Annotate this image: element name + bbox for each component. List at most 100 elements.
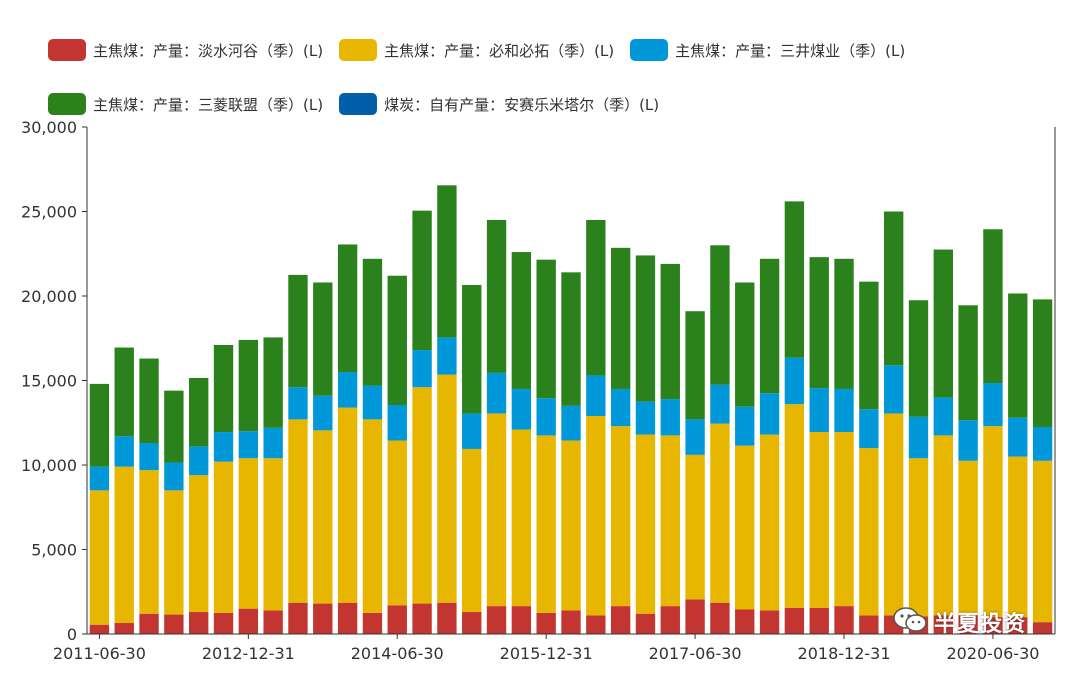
bar-segment-s0-2020-09-30[interactable] <box>1008 617 1028 634</box>
bar-segment-s1-2016-03-31[interactable] <box>561 440 581 611</box>
bar-segment-s1-2016-09-30[interactable] <box>610 426 631 607</box>
bar-segment-s1-2015-06-30[interactable] <box>486 413 507 607</box>
bar-segment-s3-2015-09-30[interactable] <box>511 252 532 389</box>
bar-segment-s0-2012-03-31[interactable] <box>164 614 184 634</box>
bar-segment-s1-2019-12-31[interactable] <box>933 435 953 616</box>
bar-segment-s1-2020-09-30[interactable] <box>1008 456 1028 618</box>
bar-segment-s3-2013-06-30[interactable] <box>288 274 308 388</box>
bar-segment-s0-2013-09-30[interactable] <box>313 603 333 634</box>
bar-segment-s0-2018-12-31[interactable] <box>834 606 854 634</box>
bar-segment-s2-2017-09-30[interactable] <box>710 384 730 424</box>
bar-segment-s0-2016-09-30[interactable] <box>610 606 631 634</box>
bar-segment-s3-2013-12-31[interactable] <box>337 244 358 373</box>
bar-segment-s2-2017-03-31[interactable] <box>660 399 680 436</box>
bar-segment-s1-2014-06-30[interactable] <box>387 440 407 606</box>
bar-segment-s2-2015-03-31[interactable] <box>462 413 482 449</box>
bar-segment-s0-2020-12-31[interactable] <box>1032 622 1053 634</box>
bar-segment-s2-2015-09-30[interactable] <box>511 388 532 430</box>
bar-segment-s2-2020-12-31[interactable] <box>1032 426 1053 461</box>
bar-segment-s0-2016-06-30[interactable] <box>586 615 606 634</box>
bar-segment-s2-2020-06-30[interactable] <box>983 383 1003 427</box>
bar-segment-s0-2015-12-31[interactable] <box>536 612 556 635</box>
bar-segment-s3-2018-12-31[interactable] <box>834 258 854 389</box>
bar-segment-s1-2013-12-31[interactable] <box>337 407 358 603</box>
bar-segment-s2-2017-06-30[interactable] <box>685 419 705 455</box>
bar-segment-s2-2019-03-31[interactable] <box>859 409 879 449</box>
bar-segment-s3-2020-06-30[interactable] <box>983 229 1003 384</box>
legend-item-bma[interactable]: 主焦煤：产量：三菱联盟（季）(L) <box>48 93 323 115</box>
bar-segment-s2-2014-09-30[interactable] <box>412 350 432 388</box>
bar-segment-s2-2018-09-30[interactable] <box>809 388 829 433</box>
bar-segment-s0-2013-06-30[interactable] <box>288 602 308 634</box>
bar-segment-s1-2018-12-31[interactable] <box>834 432 854 607</box>
bar-segment-s0-2011-09-30[interactable] <box>114 623 134 634</box>
bar-segment-s2-2019-09-30[interactable] <box>908 416 929 459</box>
bar-segment-s3-2012-03-31[interactable] <box>164 390 184 463</box>
bar-segment-s0-2014-12-31[interactable] <box>437 602 457 634</box>
bar-segment-s1-2017-06-30[interactable] <box>685 454 705 600</box>
bar-segment-s1-2019-09-30[interactable] <box>908 458 929 617</box>
bar-segment-s2-2015-12-31[interactable] <box>536 398 556 436</box>
bar-segment-s3-2013-09-30[interactable] <box>313 282 333 396</box>
bar-segment-s3-2016-03-31[interactable] <box>561 272 581 406</box>
bar-segment-s2-2011-09-30[interactable] <box>114 436 134 467</box>
bar-segment-s2-2018-06-30[interactable] <box>784 357 805 405</box>
bar-segment-s3-2019-09-30[interactable] <box>908 300 929 417</box>
bar-segment-s1-2014-12-31[interactable] <box>437 374 457 603</box>
bar-segment-s1-2019-06-30[interactable] <box>883 413 904 616</box>
bar-segment-s1-2018-09-30[interactable] <box>809 432 829 608</box>
bar-segment-s3-2015-03-31[interactable] <box>462 285 482 414</box>
bar-segment-s1-2017-12-31[interactable] <box>735 445 755 610</box>
bar-segment-s2-2012-06-30[interactable] <box>189 446 209 476</box>
bar-segment-s3-2014-06-30[interactable] <box>387 275 407 405</box>
bar-segment-s0-2015-06-30[interactable] <box>486 606 507 634</box>
bar-segment-s3-2017-09-30[interactable] <box>710 245 730 385</box>
bar-segment-s1-2015-03-31[interactable] <box>462 448 482 613</box>
bar-segment-s2-2011-06-30[interactable] <box>89 466 110 491</box>
bar-segment-s0-2017-03-31[interactable] <box>660 606 680 634</box>
bar-segment-s3-2020-12-31[interactable] <box>1032 299 1053 427</box>
bar-segment-s1-2020-03-31[interactable] <box>958 460 978 616</box>
bar-segment-s2-2016-03-31[interactable] <box>561 405 581 441</box>
bar-segment-s1-2012-06-30[interactable] <box>189 475 209 613</box>
bar-segment-s2-2014-12-31[interactable] <box>437 337 457 375</box>
bar-segment-s3-2019-03-31[interactable] <box>859 281 879 410</box>
bar-segment-s3-2016-06-30[interactable] <box>586 219 606 376</box>
bar-segment-s0-2012-09-30[interactable] <box>213 612 234 635</box>
bar-segment-s0-2019-12-31[interactable] <box>933 615 953 634</box>
bar-segment-s3-2012-06-30[interactable] <box>189 377 209 447</box>
bar-segment-s1-2017-09-30[interactable] <box>710 423 730 603</box>
legend-item-mitsui[interactable]: 主焦煤：产量：三井煤业（季）(L) <box>630 39 905 61</box>
bar-segment-s0-2016-03-31[interactable] <box>561 610 581 634</box>
bar-segment-s2-2018-12-31[interactable] <box>834 388 854 433</box>
bar-segment-s3-2011-12-31[interactable] <box>139 358 159 444</box>
bar-segment-s1-2020-12-31[interactable] <box>1032 460 1053 623</box>
bar-segment-s0-2018-03-31[interactable] <box>759 610 780 634</box>
legend-item-arcelormittal[interactable]: 煤炭：自有产量：安赛乐米塔尔（季）(L) <box>339 93 659 115</box>
bar-segment-s0-2011-12-31[interactable] <box>139 613 159 634</box>
bar-segment-s1-2013-03-31[interactable] <box>263 458 283 611</box>
bar-segment-s3-2012-12-31[interactable] <box>238 339 259 432</box>
bar-segment-s3-2015-12-31[interactable] <box>536 259 556 399</box>
bar-segment-s2-2019-12-31[interactable] <box>933 397 953 436</box>
bar-segment-s0-2017-12-31[interactable] <box>735 609 755 635</box>
bar-segment-s3-2017-06-30[interactable] <box>685 311 705 420</box>
bar-segment-s2-2020-03-31[interactable] <box>958 420 978 461</box>
bar-segment-s0-2016-12-31[interactable] <box>635 613 656 634</box>
bar-segment-s1-2018-03-31[interactable] <box>759 434 780 611</box>
bar-segment-s0-2020-03-31[interactable] <box>958 615 978 634</box>
bar-segment-s1-2020-06-30[interactable] <box>983 426 1003 618</box>
bar-segment-s1-2014-03-31[interactable] <box>362 419 383 613</box>
bar-segment-s1-2013-06-30[interactable] <box>288 419 308 603</box>
bar-segment-s3-2016-12-31[interactable] <box>635 255 656 402</box>
legend-item-vale[interactable]: 主焦煤：产量：淡水河谷（季）(L) <box>48 39 323 61</box>
bar-segment-s2-2012-12-31[interactable] <box>238 431 259 459</box>
bar-segment-s1-2012-03-31[interactable] <box>164 490 184 615</box>
bar-segment-s2-2012-03-31[interactable] <box>164 462 184 491</box>
bar-segment-s2-2018-03-31[interactable] <box>759 393 780 435</box>
bar-segment-s3-2013-03-31[interactable] <box>263 337 283 428</box>
bar-segment-s3-2011-09-30[interactable] <box>114 347 134 437</box>
bar-segment-s2-2019-06-30[interactable] <box>883 365 904 414</box>
bar-segment-s0-2014-03-31[interactable] <box>362 612 383 635</box>
bar-segment-s2-2013-12-31[interactable] <box>337 372 358 408</box>
